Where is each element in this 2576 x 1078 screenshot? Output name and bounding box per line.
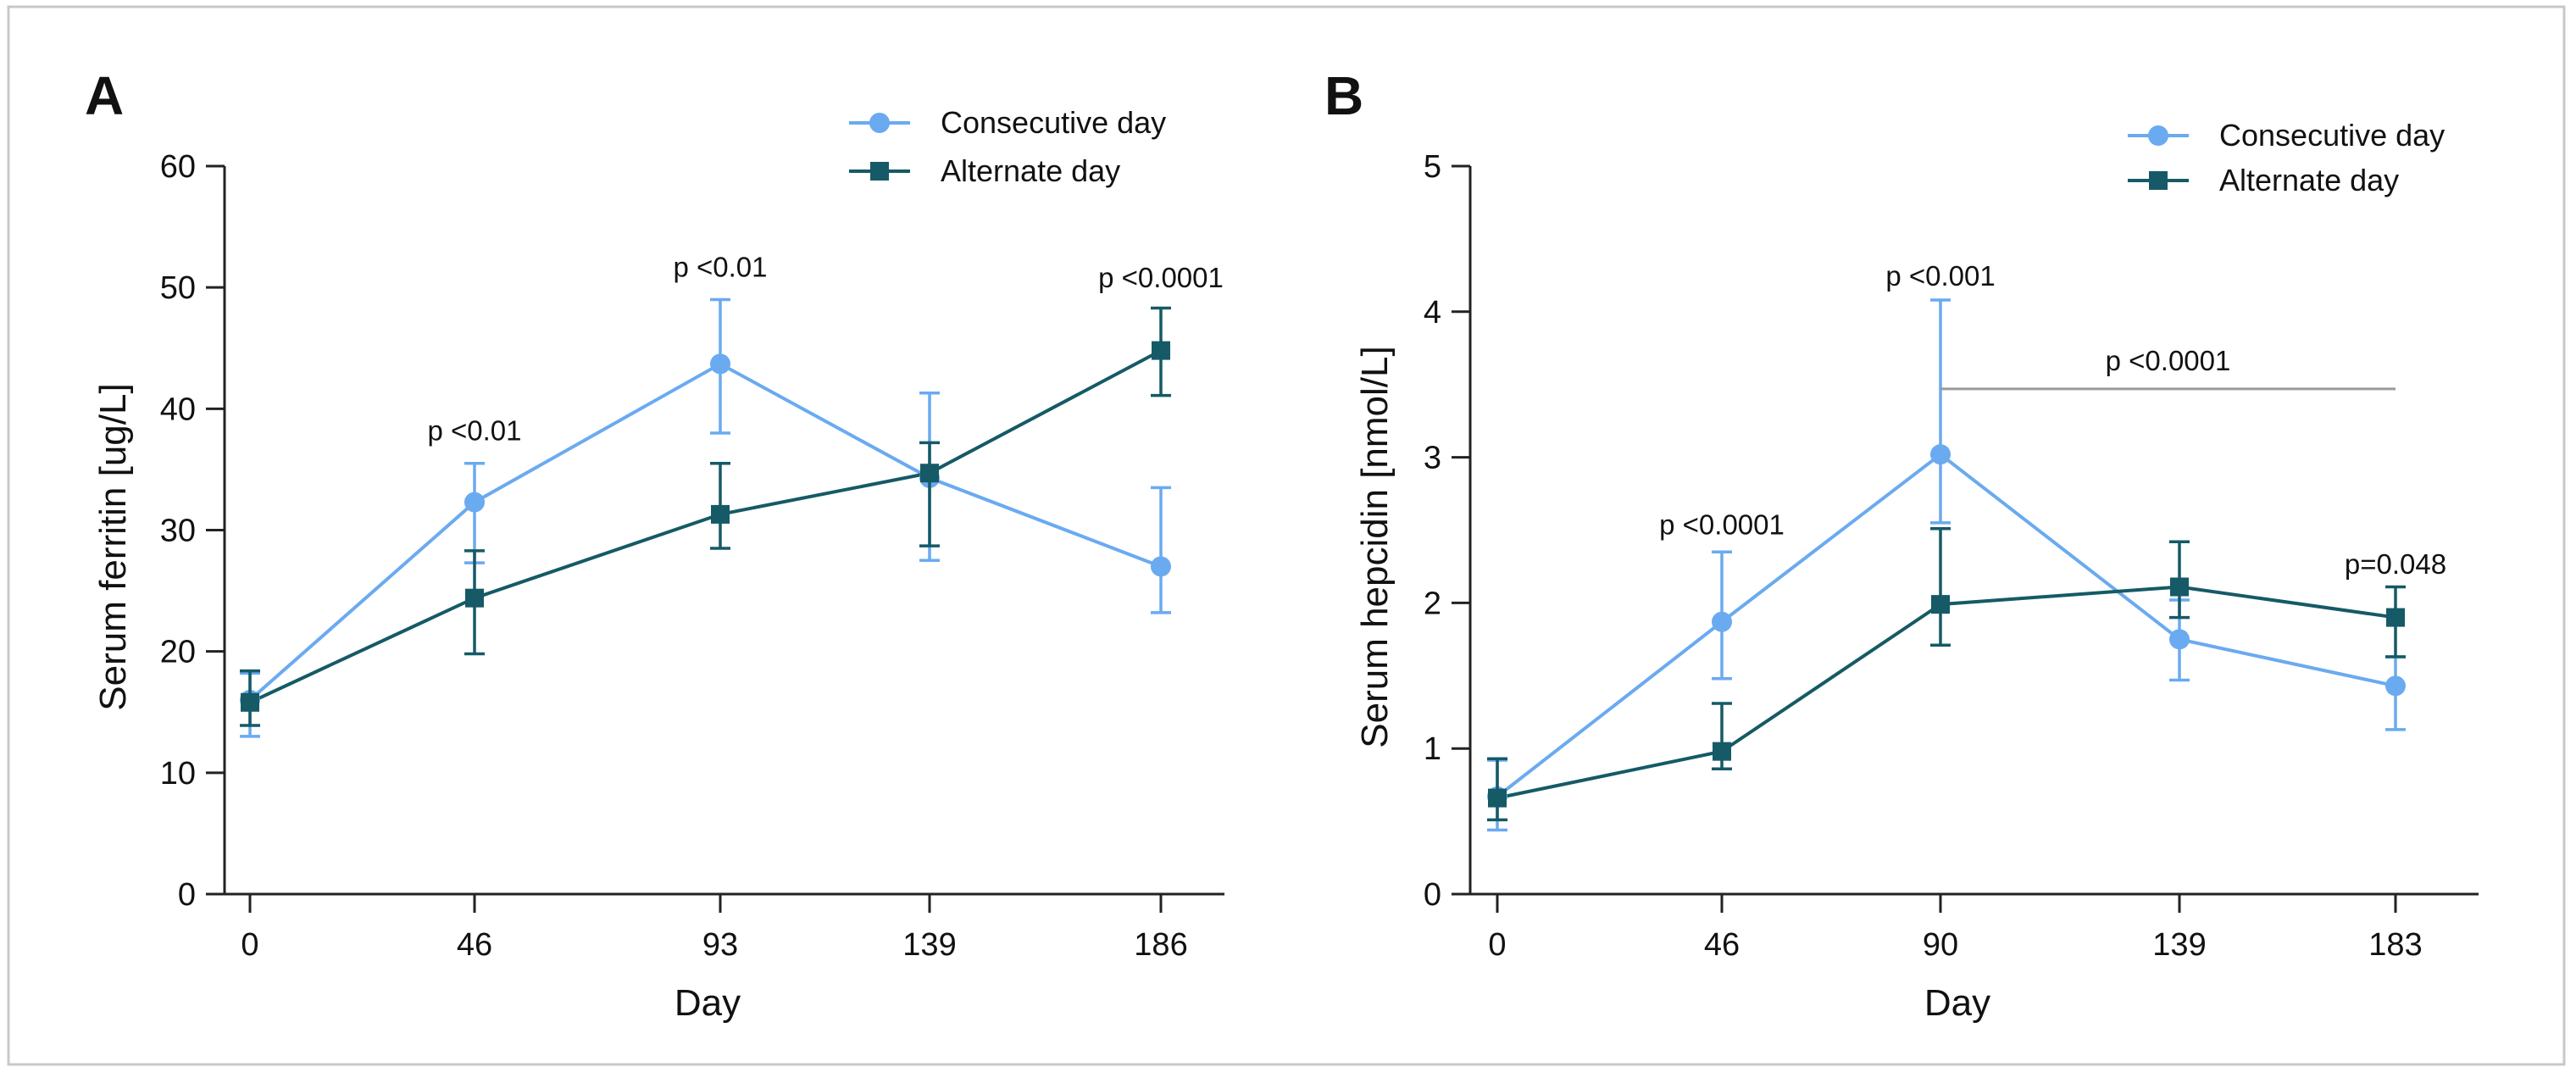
panel-a-x-tick-label: 93 xyxy=(702,927,738,963)
panel-a-annotation: p <0.0001 xyxy=(1098,262,1224,293)
panel-b-x-tick-label: 46 xyxy=(1704,927,1740,963)
panel-b-y-tick-label: 1 xyxy=(1424,731,1441,767)
panel-a-annotation: p <0.01 xyxy=(673,251,767,282)
panel-b-letter: B xyxy=(1324,65,1363,126)
panel-b-legend-consecutive-day-label: Consecutive day xyxy=(2219,118,2445,153)
panel-b-x-tick-label: 0 xyxy=(1488,927,1506,963)
panel-a-series-consecutive-day-point xyxy=(1151,556,1171,577)
panel-b-x-tick-label: 139 xyxy=(2152,927,2206,963)
panel-a-y-axis-title: Serum ferritin [ug/L] xyxy=(92,383,134,710)
panel-a-x-tick-label: 186 xyxy=(1134,927,1187,963)
panel-b-series-consecutive-day-point xyxy=(2385,675,2406,697)
panel-b-annotation: p <0.001 xyxy=(1885,260,1995,292)
panel-b-legend-alternate-day-label: Alternate day xyxy=(2219,163,2399,197)
panel-a-series-alternate-day-point xyxy=(465,588,484,608)
panel-a-letter: A xyxy=(85,65,124,126)
panel-b-y-tick-label: 5 xyxy=(1424,149,1441,185)
panel-b-series-consecutive-day-point xyxy=(1930,444,1951,465)
panel-b-annotation: p <0.0001 xyxy=(1659,509,1785,541)
panel-a-series-alternate-day-point xyxy=(920,464,939,483)
panel-a-y-tick-label: 50 xyxy=(160,270,196,306)
panel-a-annotation: p <0.01 xyxy=(427,415,521,447)
panel-a-y-tick-label: 0 xyxy=(178,877,196,913)
panel-a-series-consecutive-day-point xyxy=(710,353,730,375)
panel-b-series-alternate-day-point xyxy=(1713,742,1731,761)
panel-b-x-tick-label: 183 xyxy=(2368,927,2422,963)
panel-b-series-alternate-day-point xyxy=(2386,608,2405,627)
panel-a-series-alternate-day-point xyxy=(711,504,730,524)
panel-a-x-tick-label: 139 xyxy=(902,927,956,963)
panel-b-x-axis-title: Day xyxy=(1924,982,1990,1024)
panel-a-y-tick-label: 10 xyxy=(160,756,196,792)
panel-a-legend-alternate-day-label: Alternate day xyxy=(941,153,1120,188)
panel-b-y-axis-title: Serum hepcidin [nmol/L] xyxy=(1354,346,1396,747)
panel-b-legend-alternate-day-marker xyxy=(2149,171,2168,190)
panel-a-series-alternate-day-point xyxy=(241,692,259,712)
panel-b-annotation: p <0.0001 xyxy=(2106,345,2231,376)
panel-a-legend-consecutive-day-marker xyxy=(869,113,890,133)
panel-a: A 0 10 20 30 40 50 60 0 46 93 139 186 Day Serum ferrit… xyxy=(85,65,1224,1024)
panel-b-y-tick-label: 0 xyxy=(1424,877,1441,913)
panel-a-series-alternate-day-point xyxy=(1152,341,1170,360)
panel-b-series-consecutive-day-point xyxy=(1712,611,1732,632)
panel-a-legend-alternate-day-marker xyxy=(870,162,889,181)
panel-b-legend-consecutive-day-marker xyxy=(2148,125,2168,146)
panel-a-x-tick-label: 46 xyxy=(457,927,492,963)
panel-b-y-tick-label: 3 xyxy=(1424,441,1441,476)
panel-b-x-tick-label: 90 xyxy=(1923,927,1958,963)
figure-frame xyxy=(7,5,2566,1066)
panel-a-y-tick-label: 20 xyxy=(160,635,196,670)
panel-a-x-axis-title: Day xyxy=(675,982,741,1024)
panel-b-annotation: p=0.048 xyxy=(2345,548,2446,580)
panel-a-series-consecutive-day-point xyxy=(464,492,485,513)
panel-b-series-consecutive-day-point xyxy=(2169,629,2190,650)
panel-b-series-alternate-day-point xyxy=(2170,577,2189,597)
panel-a-y-tick-label: 60 xyxy=(160,149,196,185)
panel-b: B 0 1 2 3 4 5 0 46 90 139 183 Day Serum hepcidin [nmo… xyxy=(1324,65,2479,1024)
panel-b-series-alternate-day-point xyxy=(1931,595,1950,614)
panel-b-series-alternate-day-point xyxy=(1488,788,1507,808)
panel-a-y-tick-label: 40 xyxy=(160,392,196,427)
panel-a-legend-consecutive-day-label: Consecutive day xyxy=(941,105,1166,140)
panel-a-y-tick-label: 30 xyxy=(160,514,196,549)
panel-a-x-tick-label: 0 xyxy=(241,927,258,963)
panel-b-y-tick-label: 4 xyxy=(1424,295,1441,331)
panel-b-y-tick-label: 2 xyxy=(1424,586,1441,621)
